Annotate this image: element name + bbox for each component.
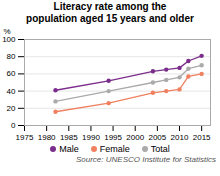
svg-text:2005: 2005 bbox=[148, 133, 166, 142]
svg-text:100: 100 bbox=[2, 35, 16, 44]
svg-text:1990: 1990 bbox=[82, 133, 100, 142]
svg-text:2010: 2010 bbox=[171, 133, 189, 142]
html-text:Total: Total bbox=[150, 144, 170, 154]
svg-text:%: % bbox=[4, 27, 11, 36]
html-text:Female: Female bbox=[99, 144, 130, 154]
svg-text:1975: 1975 bbox=[16, 133, 34, 142]
svg-text:1980: 1980 bbox=[38, 133, 56, 142]
svg-text:40: 40 bbox=[7, 87, 16, 96]
svg-text:2015: 2015 bbox=[193, 133, 211, 142]
svg-text:0: 0 bbox=[11, 121, 16, 130]
svg-text:2000: 2000 bbox=[126, 133, 144, 142]
svg-text:80: 80 bbox=[7, 52, 16, 61]
svg-text:1995: 1995 bbox=[104, 133, 122, 142]
html-text:Literacy rate among the popula: Literacy rate among the population aged … bbox=[26, 1, 194, 24]
svg-text:60: 60 bbox=[7, 69, 16, 78]
svg-text:1985: 1985 bbox=[60, 133, 78, 142]
svg-text:20: 20 bbox=[7, 104, 16, 113]
html-text:Male: Male bbox=[59, 144, 79, 154]
html-text:Source: UNESCO Institute for S: Source: UNESCO Institute for Statistics bbox=[76, 155, 216, 164]
